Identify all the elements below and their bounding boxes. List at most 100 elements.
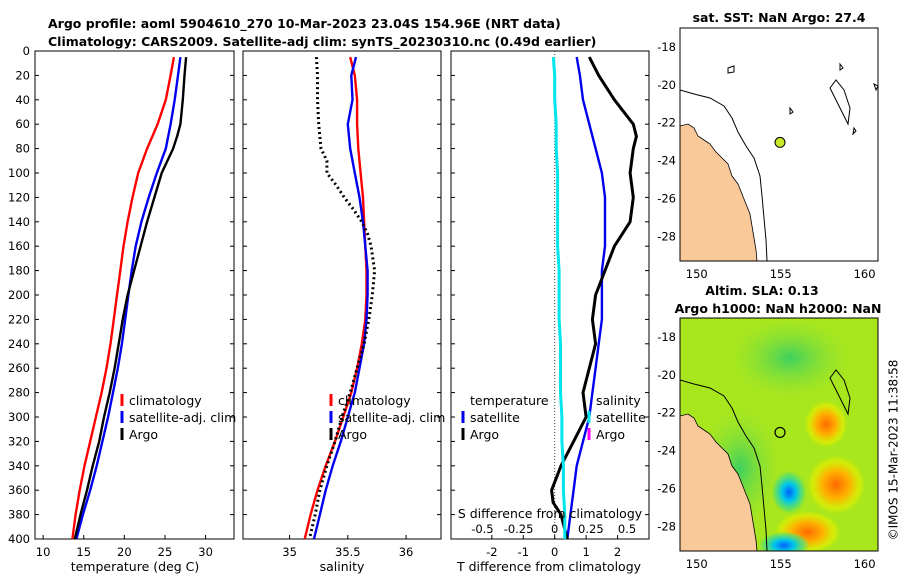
figure-title-line2: Climatology: CARS2009. Satellite-adj cli… — [48, 34, 596, 50]
map-ytick-label: -26 — [657, 191, 676, 205]
salinity-series-layer — [303, 56, 377, 540]
difference-legend: temperature satellite Argo salinity sate… — [461, 393, 646, 442]
map-ytick-label: -22 — [657, 406, 676, 420]
island-contour — [727, 62, 878, 136]
sla-map — [680, 318, 878, 551]
australia-coast-land — [680, 123, 758, 261]
salinity-series-satellite-adj-clim — [312, 56, 369, 540]
difference-xtick-label: 1 — [582, 545, 589, 559]
legend-label-climatology: climatology — [338, 393, 411, 408]
sla-high-anomaly — [806, 454, 867, 515]
argo-position-marker — [774, 136, 786, 148]
sla-high-anomaly — [803, 400, 848, 449]
difference-series-s-satellite — [551, 56, 567, 539]
map-xtick-label: 150 — [686, 557, 708, 571]
depth-ytick-label: 160 — [8, 239, 30, 253]
temperature-xlabel: temperature (deg C) — [71, 559, 200, 574]
map-ytick-label: -28 — [657, 519, 676, 533]
depth-ytick-label: 360 — [8, 483, 30, 497]
legend-label-t-satellite: satellite — [470, 410, 520, 425]
reef-contour — [829, 79, 851, 126]
difference-top-xtick-label: 0 — [551, 522, 558, 536]
difference-top-xlabel: S difference from climatology — [458, 506, 643, 521]
sla-low-anomaly — [771, 470, 808, 515]
depth-ytick-label: 400 — [8, 532, 30, 546]
salinity-series-climatology — [303, 56, 368, 540]
difference-series-t-argo — [550, 56, 638, 540]
legend-label-s-argo: Argo — [596, 427, 625, 442]
depth-ytick-label: 380 — [8, 508, 30, 522]
legend-label-argo: Argo — [338, 427, 367, 442]
salinity-xtick-label: 35.5 — [335, 545, 361, 559]
salinity-xlabel: salinity — [320, 559, 365, 574]
temperature-xtick-label: 30 — [198, 545, 213, 559]
map-ytick-label: -24 — [657, 154, 676, 168]
depth-ytick-label: 20 — [15, 68, 30, 82]
sst-map — [680, 28, 878, 261]
sla-low-anomaly — [758, 531, 811, 551]
map-ytick-label: -22 — [657, 116, 676, 130]
difference-series-t-satellite — [566, 56, 607, 540]
difference-series-layer — [550, 51, 638, 540]
map-xtick-label: 155 — [770, 267, 792, 281]
depth-ytick-label: 100 — [8, 166, 30, 180]
legend-label-t-argo: Argo — [470, 427, 499, 442]
legend-label-s-satellite: satellite — [596, 410, 646, 425]
map-ytick-label: -26 — [657, 481, 676, 495]
legend-label-argo: Argo — [129, 427, 158, 442]
map-xtick-label: 160 — [854, 557, 876, 571]
salinity-plot-frame — [242, 50, 442, 540]
map-ytick-label: -24 — [657, 444, 676, 458]
australia-coast-land — [680, 413, 758, 551]
difference-top-xtick-label: 0.5 — [618, 522, 636, 536]
map-ytick-label: -28 — [657, 229, 676, 243]
difference-xlabel: T difference from climatology — [456, 559, 642, 574]
map-ytick-label: -20 — [657, 78, 676, 92]
depth-ytick-label: 300 — [8, 410, 30, 424]
depth-ytick-label: 280 — [8, 386, 30, 400]
figure-title-line1: Argo profile: aoml 5904610_270 10-Mar-20… — [48, 16, 561, 32]
map-ytick-label: -20 — [657, 368, 676, 382]
difference-xtick-label: -2 — [486, 545, 497, 559]
depth-ytick-label: 80 — [15, 142, 30, 156]
depth-ytick-label: 140 — [8, 215, 30, 229]
depth-ytick-label: 180 — [8, 264, 30, 278]
temperature-xtick-label: 15 — [76, 545, 91, 559]
argo-position-marker — [774, 426, 786, 439]
depth-ytick-label: 0 — [23, 44, 30, 58]
shelf-contour — [680, 379, 768, 551]
temperature-xtick-label: 10 — [36, 545, 51, 559]
axis-ticks-layer: 10 15 20 25 30020406080100120140160180200220… — [8, 40, 876, 571]
salinity-series-argo — [307, 57, 377, 540]
depth-ytick-label: 40 — [15, 93, 30, 107]
imos-watermark: ©IMOS 15-Mar-2023 11:38:58 — [887, 360, 900, 541]
depth-ytick-label: 120 — [8, 190, 30, 204]
temperature-series-argo — [73, 56, 188, 540]
temperature-xtick-label: 20 — [117, 545, 132, 559]
temperature-legend: climatology satellite-adj. clim Argo — [120, 393, 236, 442]
shelf-contour — [680, 89, 768, 261]
legend-label-climatology: climatology — [129, 393, 202, 408]
temperature-xtick-label: 25 — [158, 545, 173, 559]
temperature-plot-frame — [34, 50, 235, 540]
legend-label-salinity: salinity — [596, 393, 641, 408]
difference-xtick-label: -1 — [518, 545, 529, 559]
reef-contour — [829, 369, 851, 416]
difference-xtick-label: 0 — [551, 545, 558, 559]
difference-xtick-label: 2 — [614, 545, 621, 559]
temperature-series-layer — [71, 56, 188, 540]
depth-ytick-label: 200 — [8, 288, 30, 302]
difference-top-xtick-label: 0.25 — [578, 522, 604, 536]
salinity-xtick-label: 35 — [282, 545, 297, 559]
legend-label-satellite: satellite-adj. clim — [338, 410, 445, 425]
difference-plot-frame — [450, 50, 650, 540]
map-ytick-label: -18 — [657, 40, 676, 54]
salinity-xtick-label: 36 — [399, 545, 414, 559]
map-xtick-label: 155 — [770, 557, 792, 571]
depth-ytick-label: 220 — [8, 312, 30, 326]
sst-map-frame — [679, 27, 879, 262]
map-ytick-label: -18 — [657, 330, 676, 344]
salinity-legend: climatology satellite-adj. clim Argo — [329, 393, 445, 442]
depth-ytick-label: 260 — [8, 361, 30, 375]
